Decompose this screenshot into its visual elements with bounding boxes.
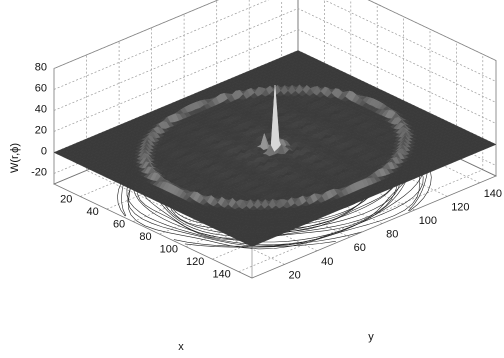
z-tick-label: 20 (35, 125, 47, 137)
y-tick-label: 20 (289, 269, 301, 281)
z-tick-label: 60 (35, 83, 47, 95)
z-axis-label: W(r,ϕ) (9, 143, 21, 173)
y-tick-label: 120 (451, 201, 469, 213)
x-tick-label: 100 (160, 244, 178, 256)
z-tick-label: 40 (35, 104, 47, 116)
z-tick-label: -20 (31, 167, 47, 179)
x-tick-label: 140 (212, 269, 230, 281)
contour-line (173, 231, 362, 247)
y-tick-label: 80 (386, 229, 398, 241)
x-tick-label: 40 (87, 206, 99, 218)
y-tick-label: 140 (484, 188, 502, 200)
contour-line (184, 241, 336, 248)
y-tick-label: 60 (354, 242, 366, 254)
axis-ticks: -20 0 20 40 60 80 20 40 60 80 100 120 140 20 40 60 80 100… (31, 62, 502, 282)
z-tick-label: 80 (35, 62, 47, 74)
z-gridline (53, 0, 497, 90)
z-gridline (53, 0, 497, 69)
z-gridline (53, 8, 497, 111)
y-tick-label: 100 (419, 215, 437, 227)
x-axis-label: x (178, 341, 184, 353)
x-tick-label: 60 (113, 219, 125, 231)
y-axis-label: y (368, 331, 374, 343)
y-tick-label: 40 (321, 256, 333, 268)
z-tick-label: 0 (41, 146, 47, 158)
x-tick-label: 120 (186, 256, 204, 268)
x-tick-label: 20 (60, 194, 72, 206)
z-gridline (53, 29, 497, 132)
y-gridline (86, 54, 285, 265)
surface-mesh (53, 50, 497, 247)
x-tick-label: 80 (139, 231, 151, 243)
surface-face (248, 242, 257, 247)
